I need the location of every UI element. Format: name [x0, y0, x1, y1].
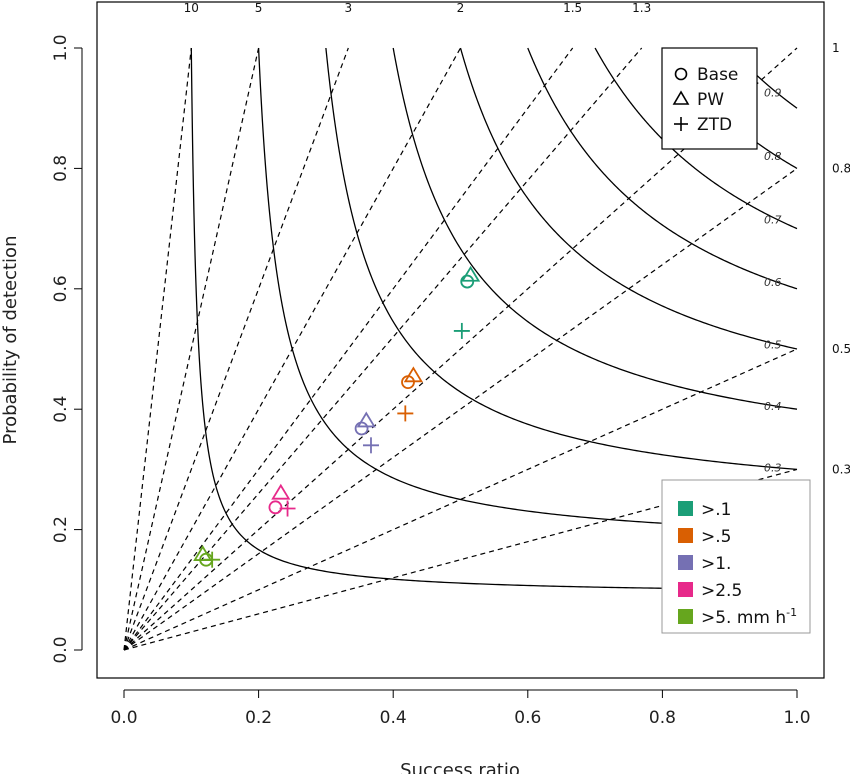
color-legend: >.1 >.5 >1. >2.5 >5. mm h-1 — [661, 479, 811, 634]
csi-contour — [257, 47, 798, 531]
x-tick-label: 0.0 — [110, 708, 137, 728]
data-point-triangle — [271, 483, 291, 500]
data-point-plus — [279, 500, 296, 517]
csi-label: 0.5 — [764, 338, 782, 351]
legend-superscript: -1 — [786, 606, 797, 619]
marker-legend-label: ZTD — [697, 115, 732, 135]
data-points — [193, 265, 481, 568]
data-point-triangle — [403, 366, 423, 383]
data-point-plus — [362, 437, 379, 454]
bias-label: 1.3 — [632, 1, 651, 15]
bias-labels: 10 5 3 2 1.5 1.3 1 0.8 0.5 0.3 — [184, 1, 850, 476]
x-tick-label: 1.0 — [783, 708, 810, 728]
bias-line — [123, 47, 192, 651]
csi-label: 0.8 — [764, 150, 782, 163]
legend-color-swatch — [678, 582, 693, 597]
data-point-triangle — [460, 265, 481, 282]
legend-circle-icon — [674, 67, 688, 81]
y-tick-label: 0.4 — [51, 396, 71, 423]
bias-line — [123, 47, 643, 651]
csi-labels: 0.3 0.4 0.5 0.6 0.7 0.8 0.9 — [764, 87, 782, 475]
data-point-circle — [354, 421, 369, 436]
marker-legend-label: PW — [697, 90, 724, 110]
legend-color-swatch — [678, 609, 693, 624]
x-tick-label: 0.8 — [649, 708, 676, 728]
csi-contour — [527, 47, 798, 290]
bias-label: 10 — [184, 1, 199, 15]
axes: 0.0 0.2 0.4 0.6 0.8 1.0 0.0 0.2 0.4 0.6 0.8 1.0 — [51, 34, 811, 728]
csi-contour — [392, 47, 798, 410]
bias-line — [123, 47, 798, 651]
csi-contour — [459, 47, 798, 350]
data-point-plus — [204, 551, 221, 568]
legend-plus-icon — [674, 117, 688, 131]
legend-color-swatch — [678, 555, 693, 570]
marker-legend-label: Base — [697, 65, 738, 85]
y-tick-label: 1.0 — [51, 34, 71, 61]
bias-label: 2 — [457, 1, 465, 15]
bias-line — [123, 47, 260, 651]
bias-label: 5 — [255, 1, 263, 15]
legend-color-swatch — [678, 501, 693, 516]
color-legend-label: >5. mm h-1 — [701, 606, 797, 628]
color-legend-label: >1. — [701, 554, 731, 574]
bias-label: 1.5 — [563, 1, 582, 15]
data-point-triangle — [193, 545, 213, 561]
x-tick-label: 0.6 — [514, 708, 541, 728]
bias-label: 3 — [345, 1, 353, 15]
plot-frame — [96, 1, 825, 679]
y-tick-label: 0.0 — [51, 636, 71, 663]
y-tick-label: 0.8 — [51, 155, 71, 182]
y-tick-label: 0.6 — [51, 275, 71, 302]
bias-label: 0.8 — [832, 161, 850, 175]
bias-line — [123, 348, 798, 651]
data-point-circle — [268, 500, 283, 515]
data-point-plus — [453, 322, 470, 339]
csi-label: 0.3 — [764, 462, 782, 475]
color-legend-label: >.5 — [701, 527, 731, 547]
x-axis-label: Success ratio — [400, 760, 520, 774]
csi-label: 0.6 — [764, 276, 782, 289]
bias-label: 1 — [832, 41, 840, 55]
bias-label: 0.5 — [832, 342, 850, 356]
y-axis-label: Probability of detection — [0, 236, 21, 445]
legend-color-swatch — [678, 528, 693, 543]
csi-label: 0.9 — [764, 87, 782, 100]
bias-line — [123, 167, 798, 651]
x-tick-label: 0.4 — [380, 708, 407, 728]
data-point-triangle — [356, 411, 376, 428]
csi-contour — [190, 47, 798, 591]
legend-triangle-icon — [672, 90, 690, 105]
color-legend-label: >2.5 — [701, 581, 742, 601]
marker-legend: Base PW ZTD — [661, 47, 758, 150]
data-point-plus — [397, 405, 414, 422]
csi-label: 0.4 — [764, 400, 782, 413]
csi-label: 0.7 — [764, 213, 782, 226]
bias-line — [123, 47, 349, 651]
bias-label: 0.3 — [832, 462, 850, 476]
y-tick-label: 0.2 — [51, 516, 71, 543]
csi-contour — [325, 47, 798, 471]
color-legend-label: >.1 — [701, 500, 731, 520]
x-tick-label: 0.2 — [245, 708, 272, 728]
